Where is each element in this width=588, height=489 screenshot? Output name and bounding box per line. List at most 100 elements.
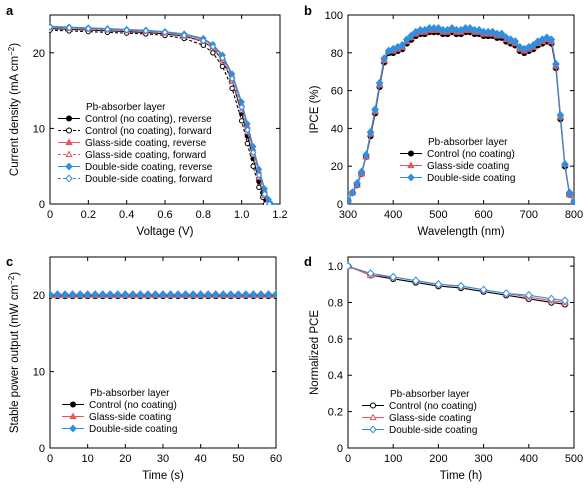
data-point — [244, 126, 251, 134]
data-point — [174, 290, 182, 299]
x-tick-label: 0.8 — [196, 209, 211, 221]
x-tick-label: 0.6 — [157, 209, 172, 221]
panel-b: b 300 400 500 600 700 800 0 20 40 60 80 100 Wavelengt… — [304, 3, 583, 238]
data-point — [144, 290, 152, 299]
legend-label: Double-side coating, reverse — [85, 162, 213, 173]
x-tick-label: 0 — [47, 209, 53, 221]
data-point — [497, 29, 506, 39]
legend-label: Control (no coating), reverse — [85, 114, 212, 125]
y-tick-label: 0.2 — [328, 407, 343, 419]
series-group — [347, 23, 575, 205]
data-point — [244, 140, 251, 147]
legend-label: Double-side coating — [89, 424, 177, 435]
data-point — [68, 290, 77, 299]
data-point — [151, 290, 160, 299]
x-tick-label: 1.2 — [272, 209, 287, 221]
legend-label: Glass-side coating, forward — [85, 150, 206, 161]
y-axis-title: Stable power output (mW cm−2) — [7, 272, 22, 433]
data-point — [257, 290, 265, 299]
legend-marker — [69, 424, 77, 433]
x-tick-label: 0 — [47, 453, 53, 465]
data-point — [210, 50, 216, 56]
legend-label: Double-side coating, forward — [85, 174, 212, 185]
series-line — [49, 27, 269, 205]
data-point — [529, 40, 538, 50]
y-tick-label: 0 — [337, 443, 343, 455]
legend-marker — [65, 162, 73, 171]
x-tick-label: 0.4 — [119, 209, 134, 221]
legend-marker — [69, 412, 77, 420]
x-axis-title: Voltage (V) — [137, 226, 194, 238]
legend-marker — [65, 138, 73, 146]
data-point — [61, 290, 69, 299]
data-point — [136, 290, 145, 299]
data-point — [353, 178, 361, 188]
data-point — [83, 290, 92, 299]
data-point — [49, 23, 54, 31]
y-tick-label: 0 — [39, 443, 45, 455]
data-point — [123, 26, 130, 34]
data-point — [347, 195, 352, 205]
y-tick-label: 0 — [337, 199, 343, 211]
data-point — [380, 54, 389, 63]
data-point — [241, 290, 250, 299]
data-point — [65, 24, 73, 32]
y-tick-label: 0.6 — [328, 334, 343, 346]
data-point — [371, 105, 379, 114]
series-group — [49, 22, 275, 205]
legend-marker — [369, 413, 377, 421]
x-tick-label: 800 — [565, 209, 583, 221]
data-point — [256, 184, 262, 191]
legend-label: Control (no coating) — [89, 400, 177, 411]
y-tick-label: 0.4 — [328, 370, 343, 382]
legend-label: Glass-side coating, reverse — [85, 138, 207, 149]
y-tick-label: 20 — [33, 48, 45, 60]
data-point — [457, 281, 465, 291]
legend-label: Double-side coating — [389, 425, 477, 436]
data-point — [434, 280, 443, 289]
y-tick-label: 10 — [33, 367, 45, 379]
legend-marker — [407, 161, 415, 169]
data-point — [366, 127, 375, 137]
x-tick-label: 100 — [384, 453, 402, 465]
x-tick-label: 500 — [429, 209, 447, 221]
legend-title: Pb-absorber layer — [90, 388, 170, 399]
data-point — [266, 200, 273, 205]
data-point — [181, 290, 190, 299]
x-tick-label: 0.2 — [81, 209, 96, 221]
data-point — [411, 276, 420, 285]
data-point — [209, 43, 217, 51]
x-tick-label: 300 — [339, 209, 357, 221]
data-point — [91, 290, 100, 299]
panel-c: c 0 10 20 30 40 50 60 0 10 20 Time (s) Stable power … — [6, 254, 282, 482]
data-point — [357, 167, 366, 177]
data-point — [238, 118, 245, 124]
data-point — [219, 54, 226, 62]
data-point — [53, 290, 62, 299]
y-axis-title: IPCE (%) — [309, 85, 321, 133]
data-point — [389, 272, 398, 282]
x-tick-label: 600 — [474, 209, 492, 221]
data-point — [98, 290, 107, 299]
plot-frame — [347, 14, 575, 205]
panel-letter: d — [304, 254, 312, 269]
data-point — [228, 74, 236, 83]
y-tick-label: 60 — [331, 86, 343, 98]
data-point — [466, 23, 474, 33]
data-point — [226, 290, 235, 299]
x-tick-label: 400 — [520, 453, 538, 465]
legend-marker — [65, 174, 73, 183]
y-axis-title: Normalized PCE — [309, 310, 321, 395]
data-point — [479, 285, 488, 295]
data-point — [238, 103, 245, 111]
x-axis-title: Time (s) — [142, 470, 184, 482]
data-point — [76, 290, 85, 299]
y-tick-label: 20 — [33, 290, 45, 302]
data-point — [128, 290, 137, 299]
data-point — [547, 294, 556, 304]
data-point — [570, 197, 575, 205]
